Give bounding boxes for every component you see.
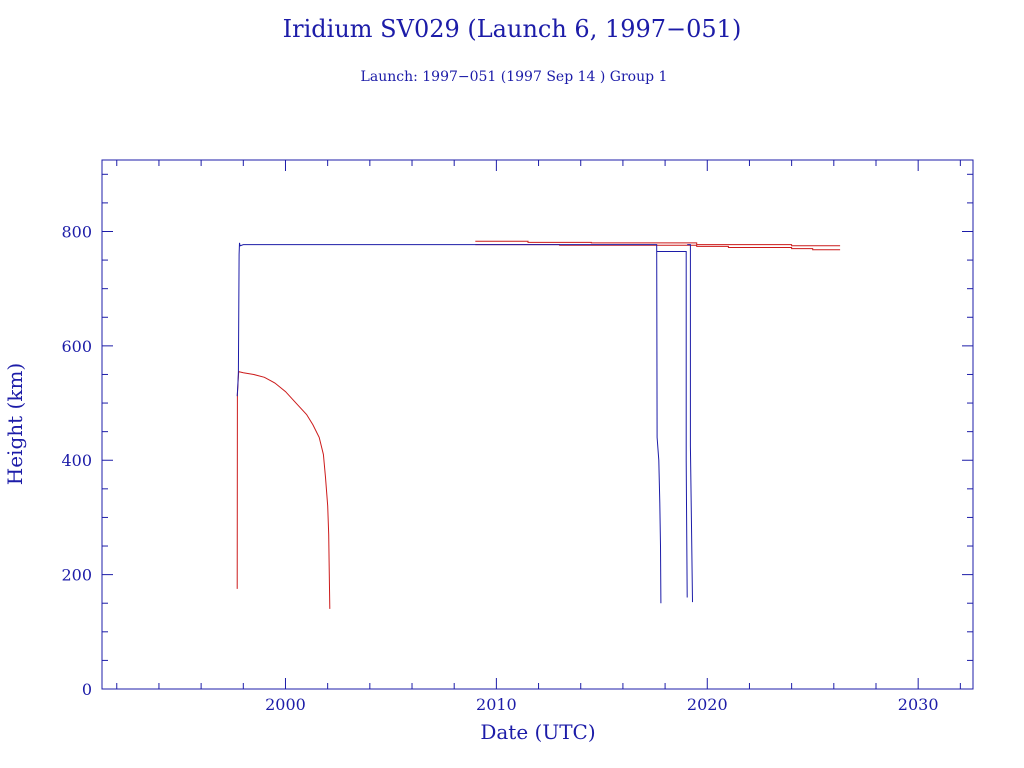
series-1-line-2 xyxy=(475,240,841,247)
series-2-line-3 xyxy=(687,244,693,603)
y-tick-label: 600 xyxy=(61,337,92,356)
x-tick-label: 2000 xyxy=(265,695,306,714)
series-1-line-1 xyxy=(236,370,331,609)
axis-ticks: 2000 2010 2020 2030 0 200 400 600 800 xyxy=(61,160,973,714)
x-axis-title: Date (UTC) xyxy=(480,720,595,744)
plot-frame xyxy=(101,159,974,690)
chart-title: Iridium SV029 (Launch 6, 1997−051) xyxy=(283,15,742,43)
y-tick-label: 200 xyxy=(61,566,92,585)
x-tick-label: 2030 xyxy=(898,695,939,714)
y-tick-label: 400 xyxy=(61,451,92,470)
series-2-line-2 xyxy=(656,251,688,598)
y-tick-label: 800 xyxy=(61,222,92,241)
series-2-line-1 xyxy=(236,242,662,604)
data-series xyxy=(236,240,841,609)
x-tick-label: 2010 xyxy=(476,695,517,714)
x-tick-label: 2020 xyxy=(687,695,728,714)
y-tick-label: 0 xyxy=(82,680,92,699)
chart-subtitle: Launch: 1997−051 (1997 Sep 14 ) Group 1 xyxy=(361,69,668,85)
y-axis-title: Height (km) xyxy=(3,363,27,485)
series-1-line-3 xyxy=(475,244,841,251)
